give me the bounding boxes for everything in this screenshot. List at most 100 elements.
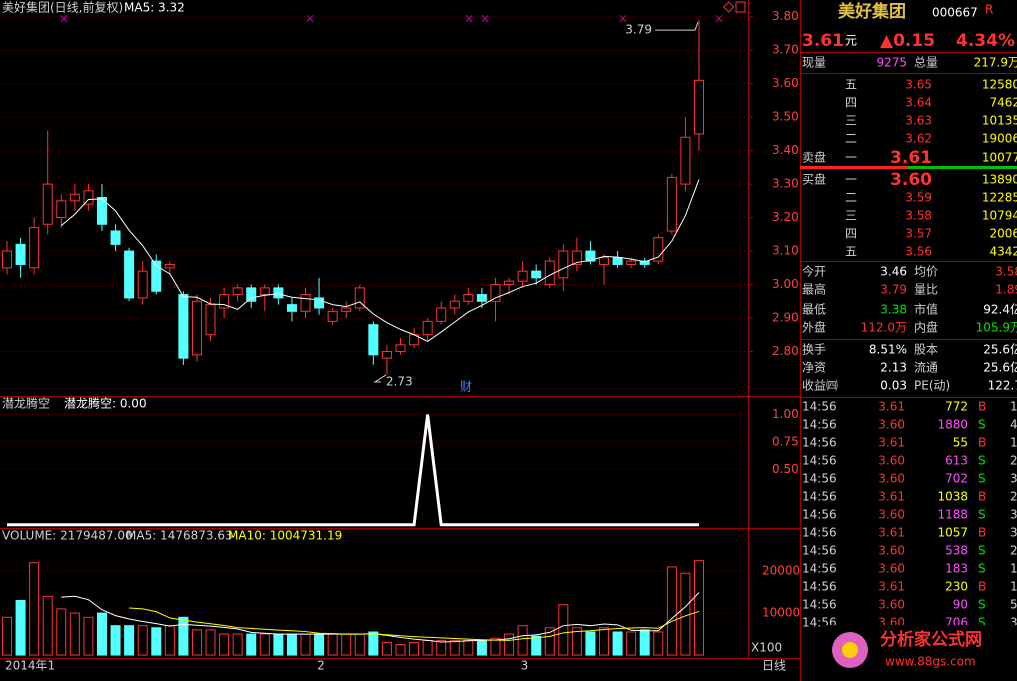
y-tick-label: 2.80 (772, 344, 799, 358)
trade-side: S (978, 454, 986, 468)
volume-bar (273, 633, 284, 656)
candle-body (42, 183, 53, 225)
price: 3.61 (802, 31, 844, 51)
volume-bar (246, 633, 257, 656)
volume-bar (666, 566, 677, 656)
volume-bar (381, 641, 392, 656)
book-price: 3.58 (905, 209, 932, 223)
stat-value: 25.6亿 (983, 360, 1017, 375)
trade-time: 14:56 (802, 490, 837, 504)
volume-ma10-line (129, 607, 700, 641)
stat-value: 3.79 (880, 283, 907, 297)
trade-volume: 1880 (937, 418, 968, 432)
volume-bar (164, 625, 175, 656)
trade-price: 3.60 (878, 508, 905, 522)
volume-bar (151, 627, 162, 656)
y-tick-label: 2.90 (772, 311, 799, 325)
stat-label: 换手 (802, 343, 826, 357)
y-tick-label: 0.75 (772, 435, 799, 449)
y-tick-label: 1.00 (772, 407, 799, 421)
trade-time: 14:56 (802, 472, 837, 486)
trade-count: 1 (1010, 400, 1017, 414)
stat-label: 最低 (802, 303, 826, 317)
volume-bar (476, 639, 487, 656)
volume-bar (409, 641, 420, 656)
trade-side: S (978, 472, 986, 486)
volume-bar (137, 625, 148, 656)
candle-body (653, 237, 664, 262)
volume-bar (83, 616, 94, 656)
trade-price: 3.60 (878, 472, 905, 486)
event-marker: 财 (460, 380, 472, 394)
book-level: 三 (845, 114, 857, 128)
volume-bar (314, 633, 325, 656)
y-tick-label: 3.80 (772, 9, 799, 23)
volume-bar (463, 639, 474, 656)
book-price: 3.64 (905, 96, 932, 110)
candle-body (558, 250, 569, 279)
volume-bar (694, 560, 704, 656)
candle-body (341, 307, 352, 312)
volume-bar (178, 616, 189, 656)
annotation-arrow (373, 374, 387, 383)
stat-value: 1.89 (995, 283, 1017, 297)
volume-bar (56, 608, 67, 656)
y-tick-label: 3.20 (772, 210, 799, 224)
current-volume: 9275 (876, 56, 907, 70)
candle-body (354, 287, 365, 309)
trade-time: 14:56 (802, 562, 837, 576)
volume-bar (571, 627, 582, 656)
volume-bar (517, 625, 528, 656)
trade-time: 14:56 (802, 418, 837, 432)
trade-count: 5 (1010, 598, 1017, 612)
icon[interactable] (723, 1, 735, 13)
volume-bar (15, 600, 26, 656)
candle-body (191, 300, 202, 356)
volume-bar (531, 635, 542, 656)
candle-body (381, 350, 392, 359)
icon[interactable] (735, 1, 746, 13)
indicator-line (7, 414, 699, 527)
candle-body (694, 79, 704, 135)
book-volume: 4342 (989, 245, 1017, 259)
candle-body (110, 230, 121, 245)
trade-volume: 772 (945, 400, 968, 414)
stat-label: 均价 (914, 265, 938, 279)
candle-body (612, 257, 623, 265)
stat-value: 122.7 (988, 379, 1017, 393)
marker: × (480, 12, 490, 26)
trade-price: 3.60 (878, 418, 905, 432)
trade-side: S (978, 616, 986, 630)
book-level: 二 (845, 132, 857, 146)
stat-label: 量比 (914, 283, 938, 297)
trade-volume: 1038 (937, 490, 968, 504)
book-volume: 7462 (989, 96, 1017, 110)
candle-body (531, 270, 542, 279)
trade-volume: 55 (953, 436, 968, 450)
trade-volume: 538 (945, 544, 968, 558)
stat-value: 0.03 (880, 379, 907, 393)
y-tick-label: 3.30 (772, 177, 799, 191)
y-tick-label: 3.70 (772, 43, 799, 57)
trade-price: 3.61 (878, 436, 905, 450)
book-volume: 12580 (982, 78, 1017, 92)
marker: × (305, 12, 315, 26)
trade-price: 3.60 (878, 562, 905, 576)
y-tick-label: 3.60 (772, 76, 799, 90)
ma5-line (60, 179, 700, 343)
volume-bar (612, 631, 623, 656)
candle-body (137, 270, 148, 299)
volume-bar (2, 616, 12, 656)
trade-time: 14:56 (802, 526, 837, 540)
trade-volume: 90 (953, 598, 968, 612)
trade-time: 14:56 (802, 454, 837, 468)
trade-price: 3.60 (878, 544, 905, 558)
candle-body (395, 344, 406, 352)
volume-ma10-label: MA10: 1004731.19 (228, 529, 342, 543)
candle-body (571, 250, 582, 265)
candle-body (327, 310, 338, 322)
trade-side: S (978, 418, 986, 432)
book-price: 3.62 (905, 132, 932, 146)
trade-count: 3 (1010, 508, 1017, 522)
candle-body (56, 200, 67, 219)
